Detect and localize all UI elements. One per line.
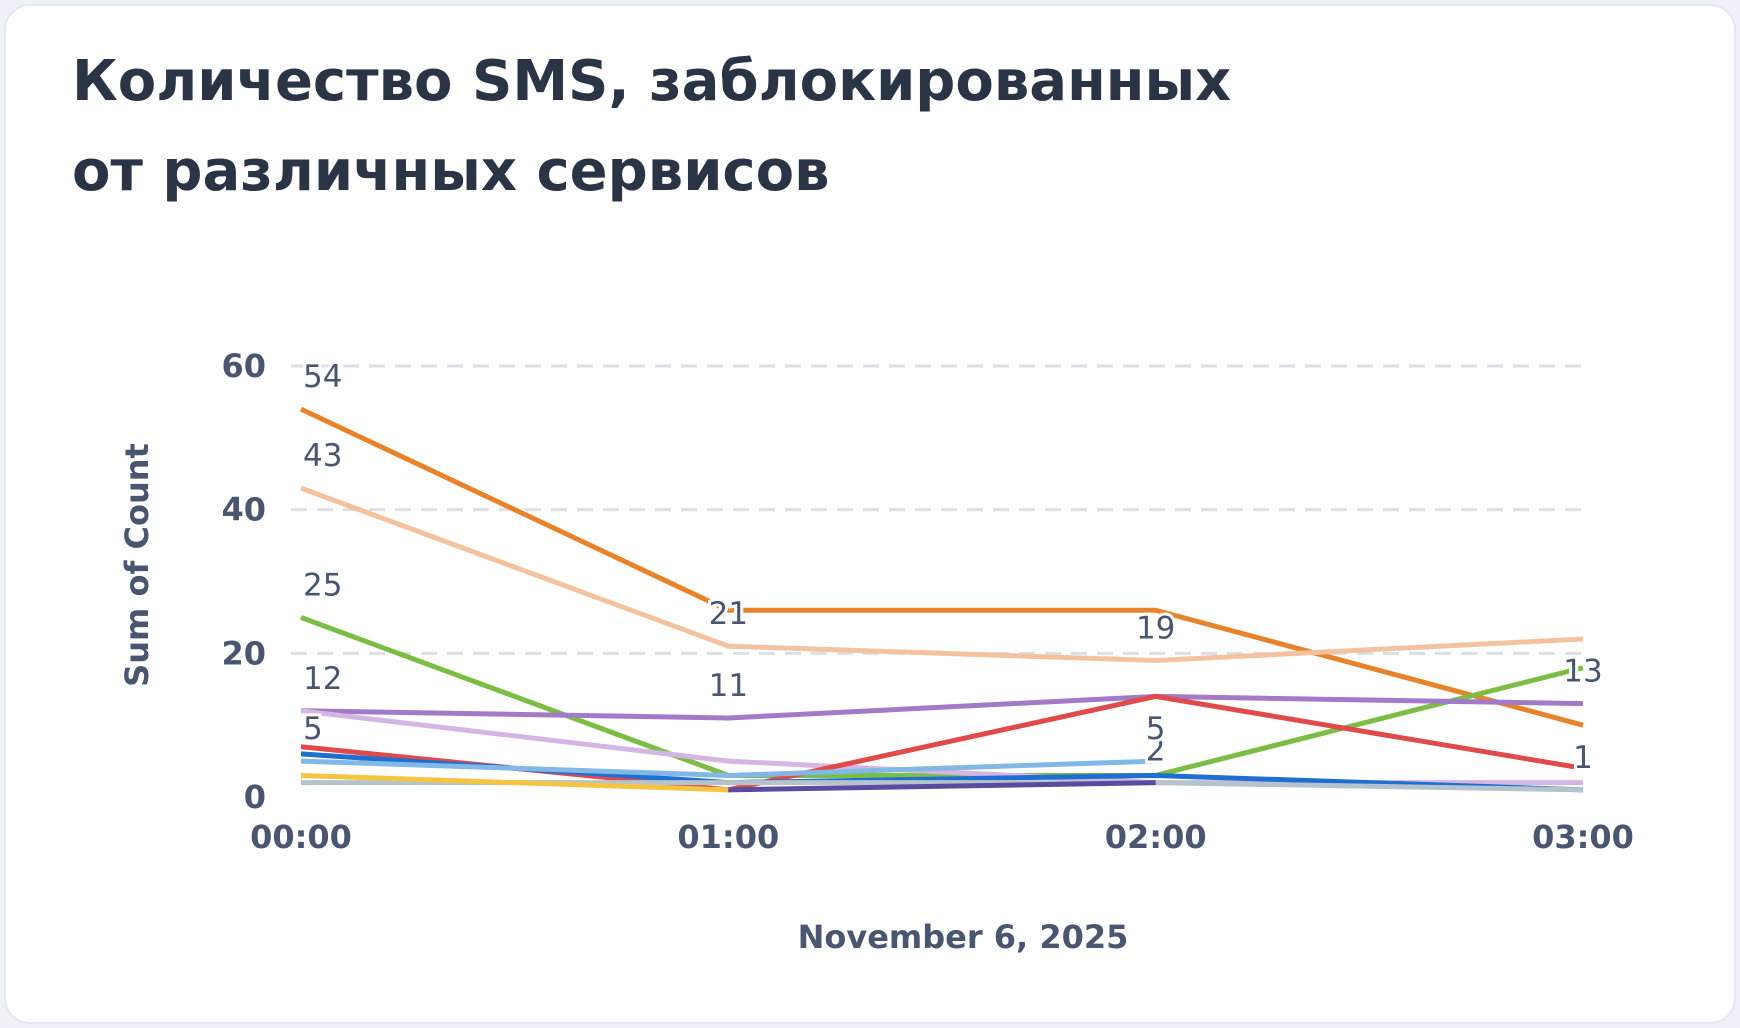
series-line: [300, 485, 1584, 664]
title-line: Количество SMS, заблокированных: [72, 49, 1231, 114]
data-label: 25: [303, 567, 342, 603]
y-tick-label: 20: [221, 634, 266, 672]
x-tick-label: 02:00: [1105, 818, 1207, 856]
y-axis-label: Sum of Count: [118, 443, 156, 687]
series-line: [300, 693, 1584, 721]
x-tick-label: 01:00: [677, 818, 779, 856]
data-label: 5: [1146, 711, 1166, 747]
series-line: [299, 406, 1584, 728]
data-label: 12: [303, 661, 342, 697]
data-label: 13: [1563, 654, 1602, 690]
y-tick-label: 40: [221, 491, 266, 529]
x-tick-label: 00:00: [250, 818, 352, 856]
data-label: 19: [1136, 611, 1175, 647]
data-label: 5: [303, 711, 323, 747]
data-label: 2: [1146, 733, 1166, 769]
title-line: от различных сервисов: [72, 139, 830, 204]
data-label: 43: [303, 438, 342, 474]
series-line: [728, 780, 1156, 793]
series-line: [300, 758, 1156, 778]
x-axis-label: November 6, 2025: [798, 918, 1129, 956]
series-line: [300, 708, 1583, 786]
data-label: 1: [1573, 740, 1593, 776]
y-tick-label: 60: [221, 347, 266, 385]
series-line: [300, 772, 729, 793]
data-label: 21: [709, 596, 748, 632]
data-label: 11: [709, 668, 748, 704]
card: [4, 4, 1736, 1024]
data-label: 54: [303, 359, 342, 395]
x-tick-label: 03:00: [1532, 818, 1634, 856]
series-line: [300, 615, 1584, 778]
y-tick-label: 0: [244, 778, 266, 816]
